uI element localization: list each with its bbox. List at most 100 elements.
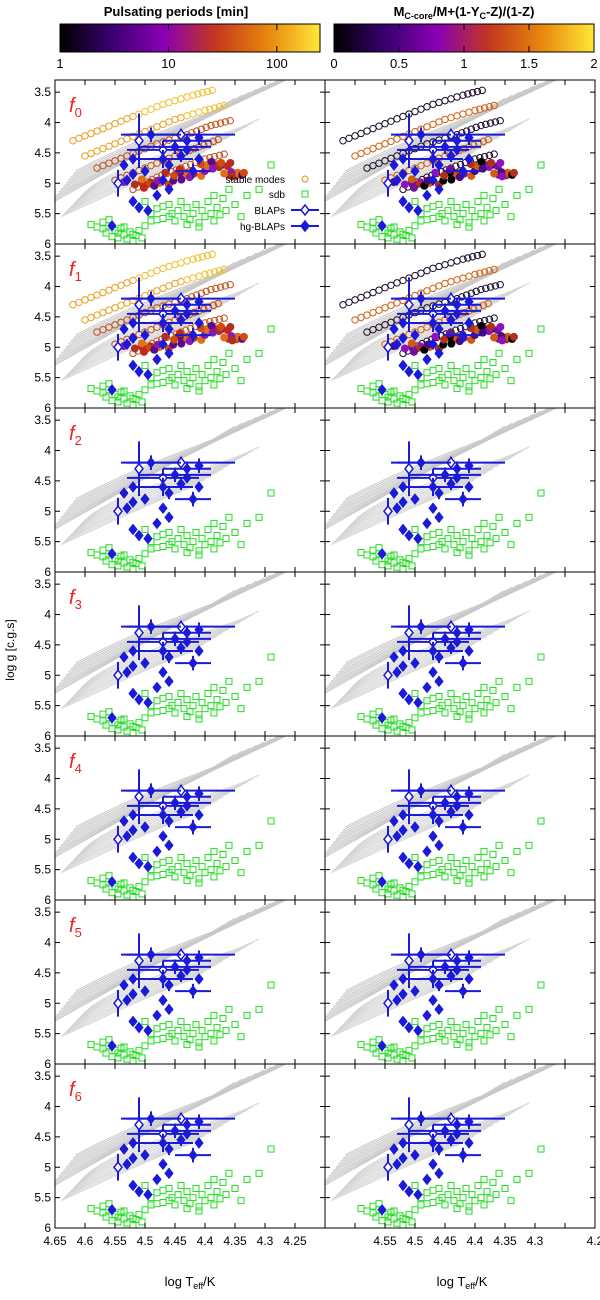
stable-mode-point xyxy=(472,123,480,132)
sdb-point xyxy=(378,1053,386,1061)
hg-blap-point xyxy=(164,839,174,852)
sdb-point xyxy=(201,377,209,385)
hg-blap-point xyxy=(398,824,408,836)
hg-blap-point xyxy=(194,295,204,308)
stable-mode-point xyxy=(468,253,477,261)
y-tick-label: 5.5 xyxy=(34,1027,51,1041)
stable-mode-point xyxy=(117,137,125,146)
sdb-point xyxy=(180,869,188,877)
sdb-point xyxy=(465,875,473,883)
sdb-point xyxy=(171,873,179,881)
unstable-mode-point xyxy=(496,158,505,167)
sdb-point xyxy=(147,381,155,389)
stable-mode-point xyxy=(105,323,113,331)
stable-mode-point xyxy=(87,293,95,302)
sdb-point xyxy=(405,391,413,399)
sdb-point xyxy=(429,870,437,878)
y-tick-label: 3.5 xyxy=(34,413,51,427)
sdb-point xyxy=(189,1030,197,1038)
legend-symbol xyxy=(300,203,310,217)
hg-blap-point xyxy=(194,809,204,821)
sdb-point xyxy=(375,380,383,388)
unstable-mode-point xyxy=(409,347,418,356)
x-tick-label-left: 4.65 xyxy=(43,1234,67,1248)
sdb-point xyxy=(507,705,515,713)
sdb-point xyxy=(513,683,521,691)
stable-mode-point xyxy=(470,141,478,149)
sdb-point xyxy=(192,857,200,865)
sdb-point xyxy=(102,885,110,893)
sdb-point xyxy=(165,377,173,385)
hg-blap-point xyxy=(434,1167,444,1180)
y-tick-label: 5.5 xyxy=(34,699,51,713)
hg-blap-point xyxy=(146,948,156,961)
sdb-point xyxy=(483,532,491,540)
sdb-point xyxy=(507,377,515,385)
sdb-point xyxy=(204,197,212,205)
sdb-point xyxy=(375,544,383,552)
stable-mode-point xyxy=(441,96,449,105)
sdb-point xyxy=(204,853,212,861)
sdb-point xyxy=(87,877,95,885)
hg-blap-point xyxy=(143,1188,153,1201)
sdb-point xyxy=(537,161,545,169)
hg-blap-point xyxy=(128,645,138,657)
hg-blap-point xyxy=(128,687,138,700)
hg-blap-point xyxy=(134,365,144,378)
stable-mode-point xyxy=(207,121,215,130)
sdb-point xyxy=(219,358,227,366)
unstable-mode-point xyxy=(445,165,454,174)
sdb-point xyxy=(453,221,461,229)
sdb-point xyxy=(450,541,458,549)
hg-blap-point xyxy=(413,860,423,873)
colorbar-periods-title: Pulsating periods [min] xyxy=(104,4,248,19)
sdb-point xyxy=(501,1021,509,1029)
hg-blap-point xyxy=(428,994,438,1007)
hg-blap-point xyxy=(128,195,138,208)
hg-blap-point xyxy=(434,979,444,991)
stable-mode-point xyxy=(429,264,437,272)
sdb-point xyxy=(468,371,476,379)
stable-mode-point xyxy=(369,325,377,334)
sdb-point xyxy=(198,1027,206,1035)
y-tick-label: 6 xyxy=(44,729,51,743)
hg-blap-point xyxy=(416,620,426,633)
stable-mode-point xyxy=(411,107,419,116)
sdb-point xyxy=(87,1205,95,1213)
stable-mode-point xyxy=(208,250,216,259)
stable-mode-point xyxy=(453,93,461,101)
hg-blap-point xyxy=(140,329,150,341)
sdb-point xyxy=(210,1175,218,1183)
panel-label: f3 xyxy=(69,587,82,612)
hg-blap-point xyxy=(446,150,456,162)
hg-blap-point xyxy=(128,317,138,329)
unstable-mode-point xyxy=(490,169,499,178)
sdb-point xyxy=(198,371,206,379)
hg-blap-point xyxy=(182,964,192,976)
sdb-point xyxy=(492,371,500,379)
sdb-point xyxy=(459,538,467,546)
sdb-point xyxy=(222,1027,230,1035)
stable-mode-point xyxy=(177,113,185,122)
hg-blap-point xyxy=(140,1149,150,1161)
sdb-point xyxy=(192,365,200,373)
sdb-point xyxy=(267,817,275,825)
sdb-point xyxy=(423,544,431,552)
sdb-point xyxy=(231,857,239,865)
sdb-point xyxy=(399,722,407,730)
stable-mode-point xyxy=(183,112,191,120)
sdb-point xyxy=(201,541,209,549)
x-tick-label-left: 4.35 xyxy=(223,1234,247,1248)
sdb-point xyxy=(369,874,377,882)
stable-mode-point xyxy=(399,296,407,305)
sdb-point xyxy=(429,530,437,538)
sdb-point xyxy=(480,217,488,225)
sdb-point xyxy=(453,368,461,376)
sdb-point xyxy=(183,713,191,721)
sdb-point xyxy=(159,214,167,222)
sdb-point xyxy=(219,522,227,530)
hg-blap-point xyxy=(164,651,174,663)
hg-blap-point xyxy=(464,951,474,964)
hg-blap-point xyxy=(434,511,444,524)
y-tick-label: 5 xyxy=(44,504,51,518)
